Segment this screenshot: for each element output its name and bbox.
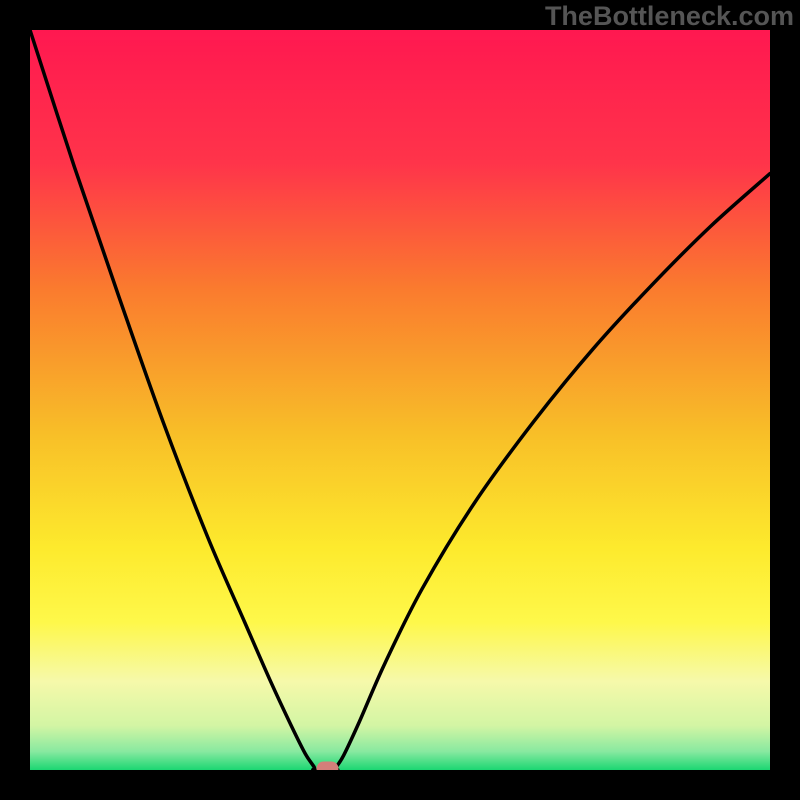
bottleneck-chart <box>0 0 800 800</box>
chart-background <box>30 30 770 770</box>
watermark-text: TheBottleneck.com <box>545 1 794 32</box>
